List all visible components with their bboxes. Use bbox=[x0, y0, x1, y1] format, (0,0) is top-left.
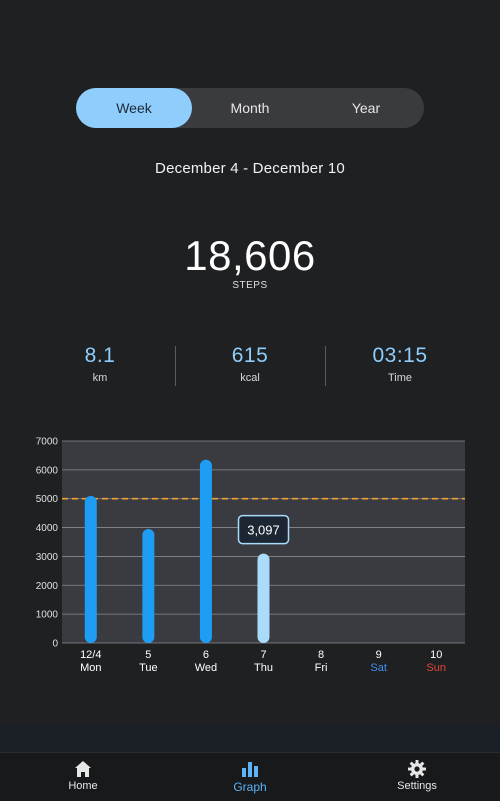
y-tick-label: 5000 bbox=[36, 494, 59, 505]
y-tick-label: 4000 bbox=[36, 523, 59, 534]
x-tick-label: 12/4 bbox=[80, 649, 101, 661]
tab-month[interactable]: Month bbox=[230, 100, 270, 116]
x-tick-label: 5 bbox=[145, 649, 151, 661]
tab-year[interactable]: Year bbox=[351, 100, 381, 116]
stat-calories: 615 kcal bbox=[175, 344, 325, 384]
stat-divider bbox=[175, 346, 176, 386]
nav-home[interactable]: Home bbox=[23, 759, 143, 792]
period-segmented-control: Week Month Year bbox=[76, 88, 424, 128]
y-tick-label: 2000 bbox=[36, 581, 59, 592]
nav-settings-label: Settings bbox=[397, 780, 437, 792]
gear-icon bbox=[408, 760, 426, 778]
day-label: Fri bbox=[315, 662, 328, 674]
x-tick-label: 7 bbox=[260, 649, 266, 661]
value-tooltip-text: 3,097 bbox=[247, 523, 280, 538]
stats-row: 8.1 km 615 kcal 03:15 Time bbox=[0, 344, 500, 388]
y-tick-label: 7000 bbox=[36, 437, 59, 448]
value-tooltip bbox=[237, 514, 290, 545]
x-tick-label: 9 bbox=[376, 649, 382, 661]
day-label: Wed bbox=[195, 662, 217, 674]
stat-divider bbox=[325, 346, 326, 386]
nav-home-label: Home bbox=[68, 780, 98, 792]
day-label: Sat bbox=[370, 662, 387, 674]
calories-unit: kcal bbox=[240, 372, 260, 384]
distance-unit: km bbox=[92, 372, 108, 384]
distance-value: 8.1 bbox=[84, 344, 116, 367]
day-label: Tue bbox=[139, 662, 158, 674]
x-tick-label: 10 bbox=[430, 649, 442, 661]
bar bbox=[84, 495, 97, 643]
bar-chart-icon bbox=[242, 762, 258, 777]
bar bbox=[257, 553, 270, 643]
y-tick-label: 0 bbox=[52, 639, 58, 650]
x-tick-label: 8 bbox=[318, 649, 324, 661]
stat-time: 03:15 Time bbox=[325, 344, 475, 384]
nav-settings[interactable]: Settings bbox=[357, 759, 477, 792]
total-steps-value: 18,606 bbox=[184, 232, 316, 279]
calories-value: 615 bbox=[231, 344, 269, 367]
bar bbox=[199, 459, 212, 643]
bar bbox=[142, 529, 155, 643]
stat-distance: 8.1 km bbox=[25, 344, 175, 384]
date-range: December 4 - December 10 bbox=[155, 160, 345, 177]
y-tick-label: 6000 bbox=[36, 465, 59, 476]
nav-graph[interactable]: Graph bbox=[190, 759, 310, 794]
bottom-navigation: Home Graph Settings bbox=[0, 752, 500, 801]
nav-graph-label: Graph bbox=[233, 780, 267, 794]
day-label: Sun bbox=[426, 662, 446, 674]
home-icon bbox=[75, 761, 91, 777]
y-tick-label: 3000 bbox=[36, 552, 59, 563]
x-tick-label: 6 bbox=[203, 649, 209, 661]
time-value: 03:15 bbox=[372, 344, 428, 367]
y-tick-label: 1000 bbox=[36, 610, 59, 621]
time-unit: Time bbox=[387, 372, 413, 384]
total-steps-label: STEPS bbox=[232, 280, 268, 291]
tab-week[interactable]: Week bbox=[76, 88, 192, 128]
day-label: Thu bbox=[254, 662, 273, 674]
day-label: Mon bbox=[80, 662, 101, 674]
bottom-strip bbox=[0, 724, 500, 752]
